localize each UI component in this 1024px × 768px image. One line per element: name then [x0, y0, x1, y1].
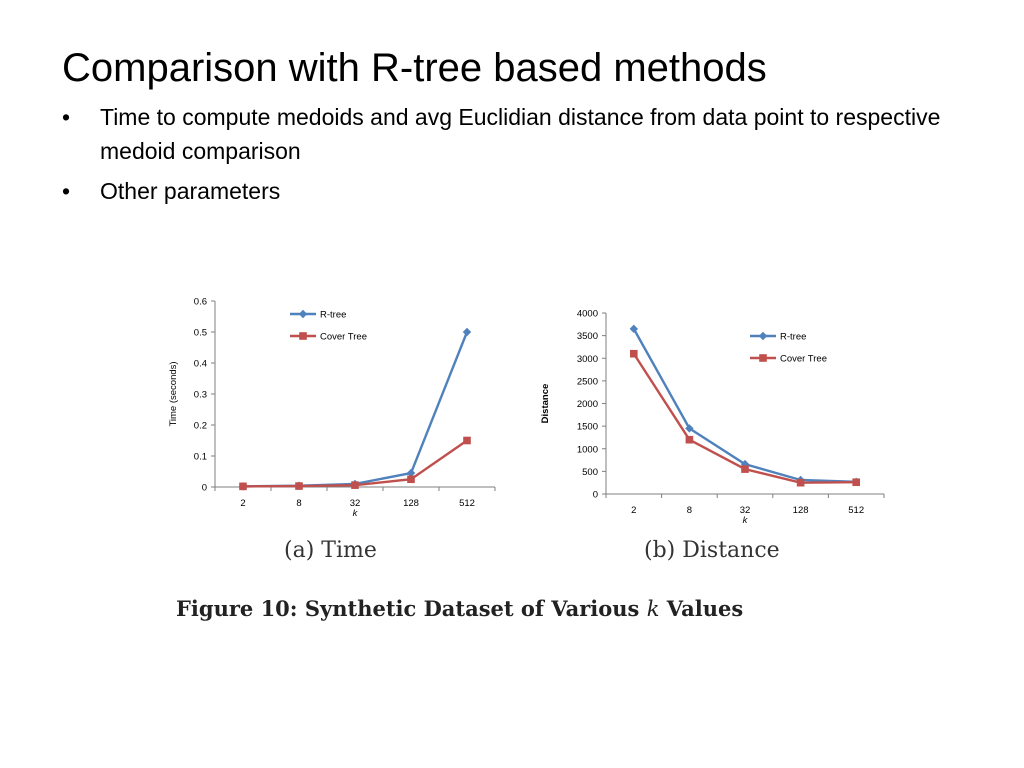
y-tick-label: 0.2: [194, 421, 207, 432]
legend-label: R-tree: [780, 332, 806, 343]
x-tick-label: 32: [740, 505, 751, 516]
data-point: [462, 327, 472, 337]
bullet-text: Other parameters: [100, 178, 281, 204]
figure-caption-var: k: [646, 597, 660, 621]
y-tick-label: 0: [593, 490, 598, 501]
slide-title: Comparison with R-tree based methods: [62, 46, 767, 90]
legend-label: Cover Tree: [780, 354, 827, 365]
data-point: [463, 436, 471, 445]
data-point: [740, 459, 750, 469]
bullet-item: • Other parameters: [62, 174, 962, 208]
y-tick-label: 1500: [577, 422, 598, 433]
distance-chart: 0 500 1000 1500 2000 2500 3000 3500 4000 2 8 32 128 5…: [540, 309, 885, 526]
y-tick-label: 4000: [577, 309, 598, 320]
x-tick-label: 2: [631, 505, 636, 516]
data-point: [796, 478, 805, 487]
data-point: [239, 482, 247, 491]
data-point: [852, 478, 860, 487]
y-tick-label: 0.1: [194, 452, 207, 463]
data-point: [685, 435, 694, 444]
data-point: [406, 468, 416, 478]
y-tick-label: 0.6: [194, 297, 207, 308]
x-tick-label: 128: [403, 498, 419, 509]
figure-caption: Figure 10: Synthetic Dataset of Various …: [176, 596, 743, 621]
legend-label: R-tree: [320, 310, 346, 321]
x-tick-label: 8: [296, 498, 301, 509]
legend-swatch-marker: [298, 309, 308, 319]
subcaption-time: (a) Time: [284, 538, 377, 563]
data-point: [741, 465, 749, 473]
data-point: [295, 482, 303, 490]
x-tick-label: 32: [350, 498, 361, 509]
y-tick-label: 2000: [577, 399, 598, 410]
y-tick-label: 3000: [577, 354, 598, 365]
bullet-text: Time to compute medoids and avg Euclidia…: [100, 104, 941, 164]
figure-caption-suffix: Values: [666, 596, 744, 621]
x-axis-title: k: [743, 515, 749, 526]
x-tick-label: 512: [848, 505, 864, 516]
legend-swatch-marker: [299, 332, 307, 340]
time-chart: 0 0.1 0.2 0.3 0.4 0.5 0.6 2 8 32 128 512 k Time (seco…: [168, 297, 496, 519]
y-tick-label: 3500: [577, 331, 598, 342]
y-tick-label: 500: [582, 467, 598, 478]
y-tick-label: 0.4: [194, 359, 207, 370]
figure: 0 0.1 0.2 0.3 0.4 0.5 0.6 2 8 32 128 512 k Time (seco…: [150, 286, 890, 636]
y-axis-title: Time (seconds): [168, 361, 179, 426]
y-tick-label: 0.5: [194, 328, 207, 339]
data-point: [685, 424, 694, 433]
bullet-list: • Time to compute medoids and avg Euclid…: [62, 100, 962, 214]
x-tick-label: 8: [687, 505, 692, 516]
x-tick-label: 2: [240, 498, 245, 509]
data-point: [407, 475, 415, 484]
bullet-dot: •: [62, 178, 71, 204]
y-axis-title: Distance: [540, 384, 551, 424]
subcaption-distance: (b) Distance: [644, 538, 780, 563]
y-tick-label: 0: [202, 483, 207, 494]
legend-label: Cover Tree: [320, 332, 367, 343]
y-tick-label: 1000: [577, 444, 598, 455]
series-line: [242, 439, 468, 488]
figure-caption-prefix: Figure 10: Synthetic Dataset of Various: [176, 596, 640, 621]
x-tick-label: 128: [793, 505, 809, 516]
data-point: [630, 349, 638, 358]
y-tick-label: 2500: [577, 376, 598, 387]
x-axis-title: k: [353, 508, 359, 519]
y-tick-label: 0.3: [194, 390, 207, 401]
legend-swatch-marker: [759, 354, 767, 362]
x-tick-label: 512: [459, 498, 475, 509]
bullet-dot: •: [62, 104, 71, 130]
bullet-item: • Time to compute medoids and avg Euclid…: [62, 100, 962, 168]
legend-swatch-marker: [758, 331, 768, 341]
data-point: [351, 481, 359, 489]
